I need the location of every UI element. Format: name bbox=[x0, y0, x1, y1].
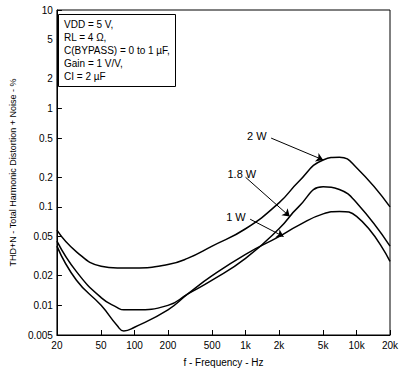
svg-text:0.5: 0.5 bbox=[39, 133, 53, 144]
svg-text:0.005: 0.005 bbox=[28, 330, 53, 341]
svg-text:CI = 2 µF: CI = 2 µF bbox=[64, 71, 106, 82]
svg-text:VDD = 5 V,: VDD = 5 V, bbox=[64, 19, 113, 30]
svg-text:20k: 20k bbox=[382, 340, 399, 351]
svg-text:100: 100 bbox=[126, 340, 143, 351]
svg-text:Gain = 1 V/V,: Gain = 1 V/V, bbox=[64, 58, 123, 69]
svg-text:50: 50 bbox=[96, 340, 108, 351]
svg-text:0.02: 0.02 bbox=[33, 270, 53, 281]
svg-text:1: 1 bbox=[47, 103, 53, 114]
svg-text:1k: 1k bbox=[240, 340, 252, 351]
svg-text:5k: 5k bbox=[318, 340, 330, 351]
svg-text:C(BYPASS) = 0 to 1 µF,: C(BYPASS) = 0 to 1 µF, bbox=[64, 45, 170, 56]
svg-text:2 W: 2 W bbox=[247, 130, 267, 142]
svg-text:2: 2 bbox=[47, 73, 53, 84]
svg-text:200: 200 bbox=[160, 340, 177, 351]
svg-text:20: 20 bbox=[51, 340, 63, 351]
svg-text:0.01: 0.01 bbox=[33, 300, 53, 311]
svg-text:1.8 W: 1.8 W bbox=[227, 168, 256, 180]
svg-text:RL = 4 Ω,: RL = 4 Ω, bbox=[64, 32, 106, 43]
svg-text:f - Frequency - Hz: f - Frequency - Hz bbox=[183, 357, 263, 368]
svg-text:5: 5 bbox=[47, 34, 53, 45]
svg-text:THD+N - Total Harmonic Distort: THD+N - Total Harmonic Distortion + Nois… bbox=[8, 79, 18, 267]
svg-text:10k: 10k bbox=[349, 340, 366, 351]
svg-text:10: 10 bbox=[42, 5, 54, 16]
svg-text:1 W: 1 W bbox=[226, 211, 246, 223]
svg-text:0.1: 0.1 bbox=[39, 201, 53, 212]
svg-text:500: 500 bbox=[204, 340, 221, 351]
svg-text:0.05: 0.05 bbox=[33, 231, 53, 242]
svg-text:0.2: 0.2 bbox=[39, 172, 53, 183]
svg-text:2k: 2k bbox=[274, 340, 286, 351]
